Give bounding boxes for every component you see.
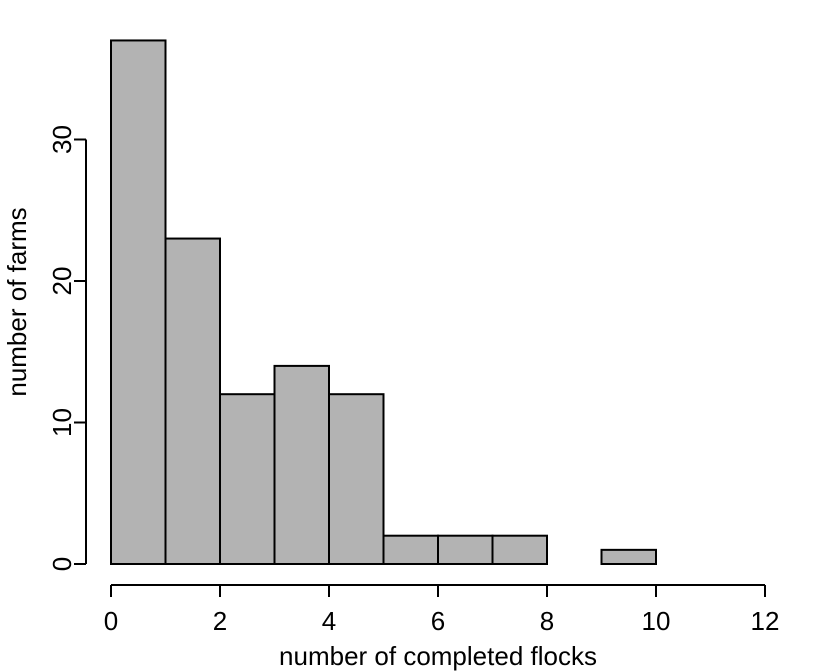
y-tick-label-3: 30 (47, 125, 77, 154)
histogram-bar-0 (110, 39, 167, 565)
x-tick-label-0: 0 (104, 606, 118, 636)
x-tick-label-6: 12 (751, 606, 780, 636)
y-axis-label: number of farms (2, 207, 32, 396)
histogram-bar-9 (600, 548, 657, 565)
x-axis-label: number of completed flocks (279, 641, 597, 671)
histogram-bars (110, 39, 657, 566)
histogram-bar-5 (382, 534, 439, 566)
histogram-bar-6 (437, 534, 494, 566)
y-tick-label-2: 20 (47, 267, 77, 296)
x-tick-label-3: 6 (431, 606, 445, 636)
y-tick-label-1: 10 (47, 408, 77, 437)
x-axis: 0 2 4 6 8 10 12 (104, 584, 780, 636)
histogram-bar-2 (219, 393, 276, 566)
x-tick-label-4: 8 (540, 606, 554, 636)
x-tick-label-1: 2 (213, 606, 227, 636)
histogram-bar-3 (273, 364, 330, 565)
x-tick-label-2: 4 (322, 606, 336, 636)
y-tick-label-0: 0 (47, 557, 77, 571)
histogram-bar-4 (328, 393, 385, 566)
x-tick-label-5: 10 (642, 606, 671, 636)
y-axis: 0 10 20 30 (47, 125, 87, 571)
histogram-bar-1 (164, 237, 221, 566)
histogram-bar-7 (491, 534, 548, 566)
